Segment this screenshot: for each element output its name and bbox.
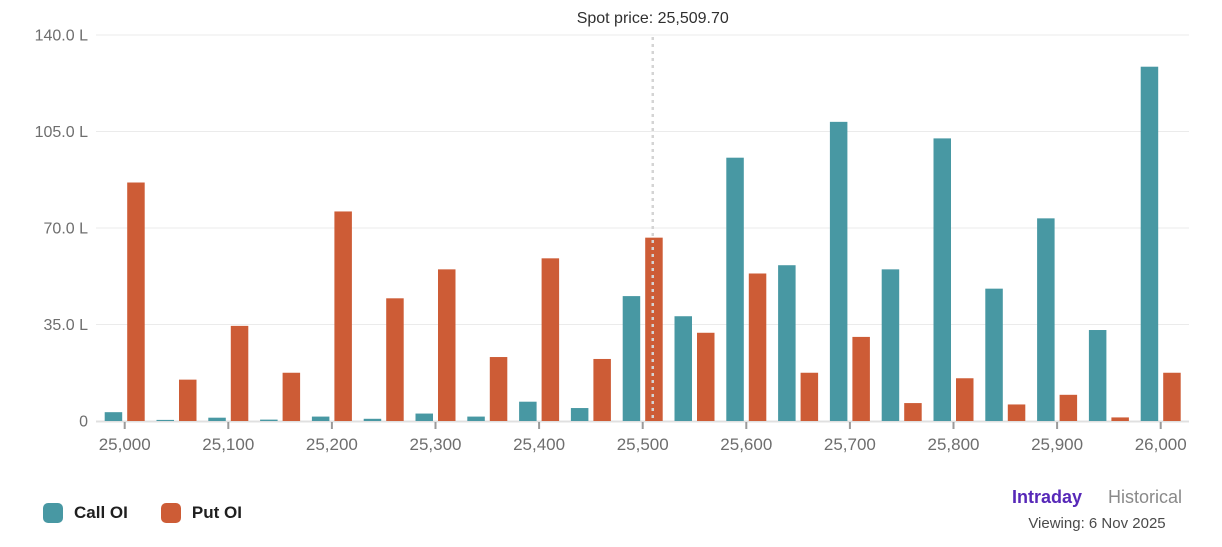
put-oi-bar-25400[interactable]	[541, 258, 560, 421]
legend-label-put-oi: Put OI	[191, 503, 242, 522]
put-oi-bar-25650[interactable]	[800, 372, 819, 421]
view-mode-toggle: Intraday Historical	[1012, 487, 1182, 508]
x-axis-label: 25,100	[202, 435, 254, 454]
call-oi-bar-25500[interactable]	[622, 296, 641, 421]
call-oi-bar-25400[interactable]	[519, 401, 537, 421]
put-oi-bar-25200[interactable]	[334, 211, 352, 421]
call-oi-bar-25550[interactable]	[674, 316, 693, 421]
put-oi-bar-25950[interactable]	[1111, 417, 1129, 421]
call-oi-bar-25950[interactable]	[1088, 330, 1107, 421]
chart-footer: Intraday Historical Viewing: 6 Nov 2025	[1012, 487, 1182, 532]
put-oi-bar-25100[interactable]	[230, 325, 249, 421]
x-axis-label: 25,300	[410, 435, 462, 454]
legend-label-call-oi: Call OI	[74, 503, 128, 522]
call-oi-bar-26000[interactable]	[1140, 66, 1159, 421]
call-oi-bar-25250[interactable]	[363, 418, 382, 421]
call-oi-bar-25350[interactable]	[467, 416, 485, 421]
x-axis-label: 25,800	[928, 435, 980, 454]
y-axis-label: 105.0 L	[35, 124, 88, 141]
put-oi-bar-25050[interactable]	[179, 379, 197, 421]
call-oi-bar-25300[interactable]	[415, 413, 434, 421]
x-axis-label: 25,900	[1031, 435, 1083, 454]
y-axis-label: 0	[79, 414, 88, 431]
legend-item-put-oi[interactable]: Put OI	[160, 503, 242, 523]
call-oi-bar-25700[interactable]	[829, 121, 848, 421]
put-oi-bar-25850[interactable]	[1007, 404, 1026, 421]
viewing-date: Viewing: 6 Nov 2025	[1028, 515, 1166, 532]
call-oi-bar-25000[interactable]	[104, 412, 123, 421]
legend: Call OI Put OI	[43, 503, 242, 523]
x-axis-label: 25,400	[513, 435, 565, 454]
x-axis-label: 25,500	[617, 435, 669, 454]
y-axis-label: 70.0 L	[44, 221, 89, 238]
put-oi-bar-25150[interactable]	[282, 372, 301, 421]
call-oi-bar-25200[interactable]	[311, 416, 330, 421]
put-oi-bar-25300[interactable]	[438, 269, 456, 421]
put-oi-bar-25450[interactable]	[593, 358, 611, 421]
put-oi-bar-25750[interactable]	[904, 403, 922, 421]
legend-item-call-oi[interactable]: Call OI	[43, 503, 128, 523]
put-oi-bar-25350[interactable]	[489, 357, 508, 421]
call-oi-bar-25600[interactable]	[726, 157, 744, 421]
call-oi-bar-25850[interactable]	[985, 288, 1003, 421]
put-oi-bar-25550[interactable]	[697, 332, 715, 421]
call-oi-bar-25450[interactable]	[570, 408, 589, 421]
call-oi-bar-25050[interactable]	[156, 419, 175, 421]
call-oi-bar-25650[interactable]	[778, 265, 796, 421]
y-axis-label: 35.0 L	[44, 317, 89, 334]
put-oi-bar-25700[interactable]	[852, 336, 870, 421]
put-oi-bar-26000[interactable]	[1163, 372, 1181, 421]
put-oi-swatch	[160, 503, 181, 523]
open-interest-bar-chart: 0 35.0 L 70.0 L 105.0 L 140.0 L 25,000 25,100 2…	[35, 10, 1189, 454]
call-oi-bar-25800[interactable]	[933, 138, 952, 421]
put-oi-bar-25250[interactable]	[386, 298, 404, 421]
call-oi-bar-25900[interactable]	[1037, 218, 1055, 421]
y-axis-label: 140.0 L	[35, 28, 88, 45]
tab-historical[interactable]: Historical	[1107, 487, 1182, 507]
put-oi-bar-25800[interactable]	[956, 378, 974, 421]
put-oi-bar-25000[interactable]	[127, 182, 145, 421]
put-oi-bar-25900[interactable]	[1059, 394, 1078, 421]
x-axis-label: 26,000	[1135, 435, 1187, 454]
x-axis-label: 25,600	[720, 435, 772, 454]
put-oi-bar-25500[interactable]	[645, 237, 663, 421]
x-axis-label: 25,200	[306, 435, 358, 454]
spot-price-label: Spot price: 25,509.70	[577, 10, 729, 27]
tab-intraday[interactable]: Intraday	[1011, 487, 1082, 507]
x-axis-label: 25,000	[99, 435, 151, 454]
call-oi-bar-25150[interactable]	[260, 419, 278, 421]
put-oi-bar-25600[interactable]	[748, 273, 767, 421]
call-oi-swatch	[43, 503, 63, 523]
call-oi-bar-25750[interactable]	[881, 269, 900, 421]
call-oi-bar-25100[interactable]	[208, 417, 226, 421]
x-axis-label: 25,700	[824, 435, 876, 454]
